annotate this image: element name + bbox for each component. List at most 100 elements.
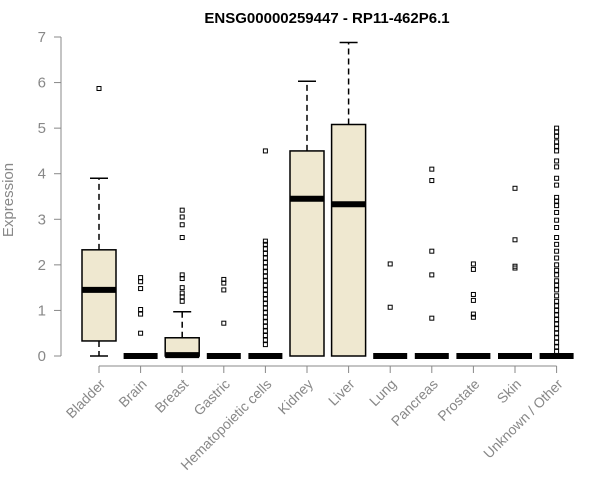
outlier-point [554,267,560,273]
outlier-point [554,164,560,170]
outlier-point [262,255,268,261]
iqr-box [289,150,325,357]
iqr-box [81,249,117,342]
outlier-point [554,241,560,247]
x-tick-label: Unknown / Other [480,376,566,462]
outlier-point [554,344,560,350]
outlier-point [554,217,560,223]
outlier-point [179,214,185,220]
outlier-point [554,255,560,261]
outlier-point [262,323,268,329]
outlier-point [470,314,476,320]
outlier-point [554,335,560,341]
outlier-point [221,287,227,293]
outlier-point [138,279,144,285]
outlier-point [554,235,560,241]
x-tick-label: Prostate [434,376,482,424]
outlier-point [262,269,268,275]
outlier-point [554,262,560,268]
outlier-point [554,293,560,299]
y-tick-label: 5 [38,120,46,137]
outlier-point [554,139,560,145]
outlier-point [138,275,144,281]
outlier-point [512,185,518,191]
x-tick-label: Kidney [275,376,317,418]
outlier-point [262,273,268,279]
outlier-point [554,143,560,149]
outlier-point [554,148,560,154]
outlier-point [179,235,185,241]
outlier-point [179,285,185,291]
outlier-point [554,339,560,345]
outlier-point [179,207,185,213]
outlier-point [262,314,268,320]
outlier-point [554,158,560,164]
outlier-point [179,222,185,228]
outlier-point [554,298,560,304]
outlier-point [429,178,435,184]
outlier-point [470,261,476,267]
outlier-point [554,209,560,215]
boxes-group [81,41,574,359]
outlier-point [470,311,476,317]
outlier-point [554,307,560,313]
outlier-point [554,282,560,288]
outlier-point [554,312,560,318]
x-tick-label: Breast [151,376,191,416]
outlier-point [262,264,268,270]
outlier-point [221,320,227,326]
box-gastric [206,276,241,359]
outlier-point [179,294,185,300]
outlier-point [554,321,560,327]
outlier-point [554,182,560,188]
outlier-point [262,291,268,297]
outlier-point [429,166,435,172]
outlier-point [554,287,560,293]
y-tick-label: 1 [38,302,46,319]
y-tick-label: 6 [38,75,46,92]
box-breast [164,207,200,359]
outlier-point [554,278,560,284]
outlier-point [138,311,144,317]
box-hematopoietic-cells [248,148,283,359]
outlier-point [470,291,476,297]
x-tick-label: Brain [115,376,149,410]
outlier-point [262,342,268,348]
outlier-point [262,241,268,247]
outlier-point [262,310,268,316]
outlier-point [554,330,560,336]
box-lung [373,261,408,359]
x-tick-label: Bladder [63,376,109,422]
outlier-point [262,287,268,293]
outlier-point [262,332,268,338]
outlier-point [262,148,268,154]
y-tick-label: 0 [38,348,46,365]
outlier-point [554,303,560,309]
outlier-point [179,298,185,304]
outlier-point [554,203,560,209]
outlier-point [554,348,560,354]
outlier-point [554,198,560,204]
outlier-point [554,224,560,230]
outlier-point [262,238,268,244]
outlier-point [138,330,144,336]
box-unknown-other [539,125,574,359]
outlier-point [138,286,144,292]
outlier-point [554,129,560,135]
outlier-point [262,278,268,284]
outlier-point [138,307,144,313]
outlier-point [262,337,268,343]
outlier-point [387,261,393,267]
outlier-point [262,319,268,325]
y-tick-label: 7 [38,29,46,46]
outlier-point [387,304,393,310]
x-tick-label: Lung [366,376,399,409]
outlier-point [554,326,560,332]
y-tick-label: 4 [38,166,46,183]
outlier-point [262,250,268,256]
outlier-point [262,305,268,311]
outlier-point [554,175,560,181]
outlier-point [262,260,268,266]
